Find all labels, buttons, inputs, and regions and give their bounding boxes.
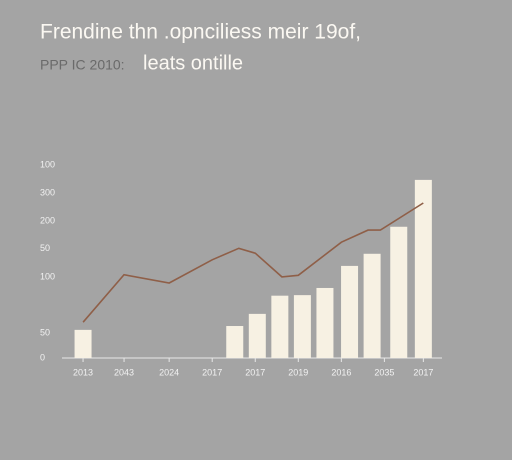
bar — [271, 295, 289, 358]
y-tick-label: 100 — [40, 159, 55, 169]
chart-title: Frendine thn .opnciliess meir 19of, — [40, 21, 361, 44]
trend-line — [82, 202, 424, 323]
bar — [226, 326, 244, 358]
bar — [341, 265, 359, 358]
bar — [293, 295, 311, 358]
bar — [248, 313, 266, 358]
y-tick-label: 100 — [40, 271, 55, 281]
x-tick-label: 2016 — [331, 367, 351, 377]
y-tick-label: 50 — [40, 243, 50, 253]
bar — [363, 253, 381, 358]
bar — [414, 179, 432, 358]
y-tick-label: 300 — [40, 187, 55, 197]
bar — [316, 287, 334, 358]
x-tick-label: 2024 — [159, 367, 179, 377]
y-tick-label: 0 — [40, 352, 45, 362]
x-tick-label: 2017 — [202, 367, 222, 377]
x-tick-label: 2017 — [245, 367, 265, 377]
y-tick-label: 200 — [40, 216, 55, 226]
chart-subtitle: leats ontille — [143, 52, 243, 74]
subtitle-prefix: PPP IC 2010: — [40, 57, 125, 73]
x-tick-label: 2017 — [413, 367, 433, 377]
x-tick-label: 2035 — [374, 367, 394, 377]
x-tick-label: 2043 — [114, 367, 134, 377]
bar — [390, 226, 408, 358]
bar — [74, 329, 92, 358]
x-tick-label: 2013 — [73, 367, 93, 377]
y-tick-label: 50 — [40, 328, 50, 338]
x-tick-label: 2019 — [288, 367, 308, 377]
